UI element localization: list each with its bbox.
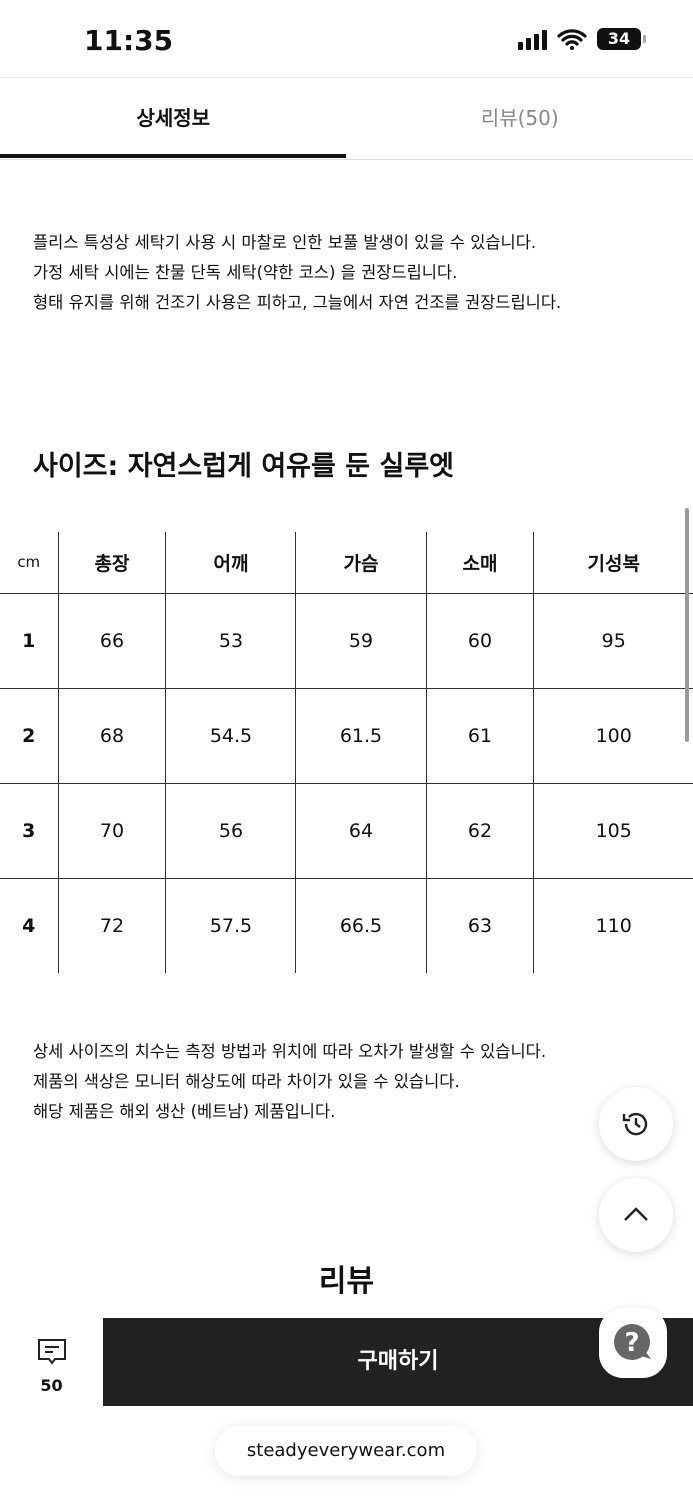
care-line: 가정 세탁 시에는 찬물 단독 세탁(약한 코스) 을 권장드립니다. [33, 263, 458, 282]
scrollbar[interactable] [685, 508, 689, 742]
site-url-pill[interactable]: steadyeverywear.com [215, 1426, 477, 1476]
table-header: cm 총장 어깨 가슴 소매 기성복 [0, 532, 693, 594]
battery-icon: 34 [597, 28, 646, 50]
question-chat-icon: ? [614, 1324, 651, 1360]
svg-text:?: ? [624, 1328, 639, 1358]
comment-icon [37, 1339, 66, 1365]
table-row: 1 66 53 59 60 95 [0, 593, 693, 689]
cell: 62 [425, 783, 534, 879]
cell: 1 [0, 593, 58, 689]
active-tab-indicator [0, 154, 346, 158]
cell: 72 [57, 878, 166, 973]
cell: 60 [425, 593, 534, 689]
header-sleeve: 소매 [425, 532, 534, 594]
signal-icon [518, 28, 547, 50]
help-button[interactable]: ? [599, 1308, 667, 1378]
header-shoulder: 어깨 [165, 532, 296, 594]
table-row: 2 68 54.5 61.5 61 100 [0, 688, 693, 784]
header-unit: cm [0, 532, 58, 594]
cell: 2 [0, 688, 58, 784]
note-line: 상세 사이즈의 치수는 측정 방법과 위치에 따라 오차가 발생할 수 있습니다… [33, 1042, 547, 1061]
review-title: 리뷰 [318, 1264, 375, 1299]
recent-history-button[interactable] [599, 1087, 673, 1161]
header-length: 총장 [57, 532, 166, 594]
cell: 95 [533, 593, 693, 689]
cell: 57.5 [165, 878, 296, 973]
history-icon [622, 1112, 648, 1136]
cell: 105 [533, 783, 693, 879]
review-count: 50 [40, 1376, 63, 1395]
notes: 상세 사이즈의 치수는 측정 방법과 위치에 따라 오차가 발생할 수 있습니다… [33, 1037, 546, 1127]
size-table: cm 총장 어깨 가슴 소매 기성복 1 66 53 59 60 95 2 68 54.5 61… [0, 532, 693, 973]
bottom-bar: 50 구매하기 [0, 1318, 693, 1406]
wifi-icon [557, 29, 587, 50]
cell: 63 [425, 878, 534, 973]
size-title: 사이즈: 자연스럽게 여유를 둔 실루엣 [33, 451, 454, 482]
buy-button[interactable]: 구매하기 [103, 1318, 693, 1406]
chevron-up-icon [624, 1207, 648, 1221]
note-line: 제품의 색상은 모니터 해상도에 따라 차이가 있을 수 있습니다. [33, 1072, 460, 1091]
cell: 66.5 [295, 878, 426, 973]
cell: 64 [295, 783, 426, 879]
care-line: 플리스 특성상 세탁기 사용 시 마찰로 인한 보풀 발생이 있을 수 있습니다… [33, 233, 537, 252]
cell: 66 [57, 593, 166, 689]
tab-reviews[interactable]: 리뷰(50) [480, 106, 559, 130]
tab-details[interactable]: 상세정보 [136, 106, 211, 130]
cell: 3 [0, 783, 58, 879]
care-line: 형태 유지를 위해 건조기 사용은 피하고, 그늘에서 자연 건조를 권장드립니… [33, 293, 562, 312]
cell: 61.5 [295, 688, 426, 784]
tab-bar: 상세정보 리뷰(50) [0, 78, 693, 160]
note-line: 해당 제품은 해외 생산 (베트남) 제품입니다. [33, 1102, 336, 1121]
cell: 110 [533, 878, 693, 973]
clock: 11:35 [84, 24, 174, 57]
header-chest: 가슴 [295, 532, 426, 594]
cell: 54.5 [165, 688, 296, 784]
review-count-button[interactable]: 50 [0, 1318, 103, 1406]
cell: 100 [533, 688, 693, 784]
cell: 53 [165, 593, 296, 689]
scroll-top-button[interactable] [599, 1178, 673, 1252]
cell: 61 [425, 688, 534, 784]
status-bar: 11:35 34 [0, 0, 693, 78]
header-standard: 기성복 [533, 532, 693, 594]
table-row: 4 72 57.5 66.5 63 110 [0, 878, 693, 973]
cell: 59 [295, 593, 426, 689]
cell: 4 [22, 914, 36, 937]
cell: 56 [165, 783, 296, 879]
cell: 70 [57, 783, 166, 879]
care-instructions: 플리스 특성상 세탁기 사용 시 마찰로 인한 보풀 발생이 있을 수 있습니다… [33, 228, 561, 318]
cell: 68 [57, 688, 166, 784]
table-row: 3 70 56 64 62 105 [0, 783, 693, 879]
